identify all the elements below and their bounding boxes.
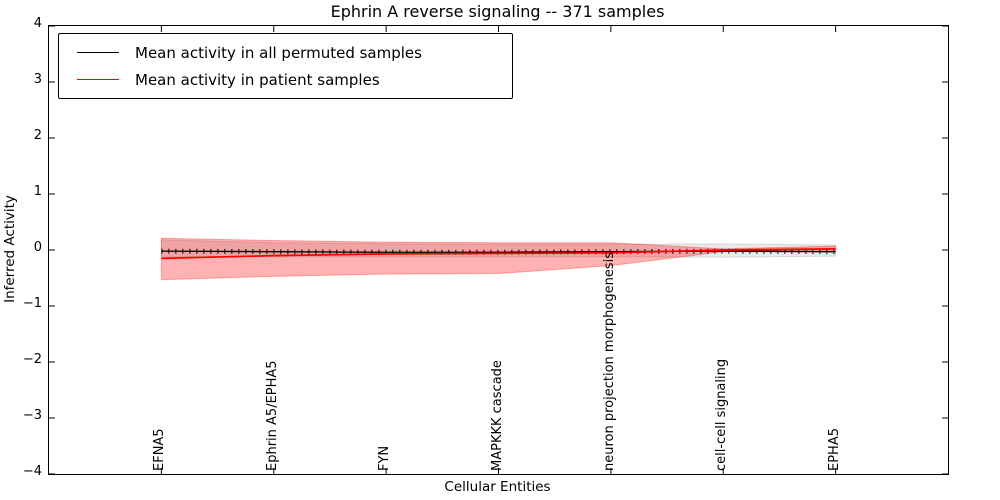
x-tick-label: EPHA5 (826, 428, 842, 471)
y-tick-label: −3 (22, 408, 42, 423)
plot-area (48, 25, 949, 475)
x-tick-label: FYN (377, 445, 393, 471)
permuted-mean-markers (161, 248, 836, 255)
legend-item: Mean activity in patient samples (69, 66, 502, 93)
chart-title: Ephrin A reverse signaling -- 371 sample… (330, 2, 665, 21)
x-tick-label: neuron projection morphogenesis (601, 252, 617, 471)
y-tick-label: 3 (33, 72, 42, 87)
patient-line-sample-icon (77, 79, 119, 80)
y-tick-label: −1 (22, 296, 42, 311)
legend-label: Mean activity in all permuted samples (135, 43, 422, 62)
permuted-line-sample-icon (77, 52, 119, 53)
y-tick-label: 4 (33, 16, 42, 31)
x-tick-label: MAPKKK cascade (489, 360, 505, 471)
x-tick-label: Ephrin A5/EPHA5 (264, 360, 280, 471)
legend-label: Mean activity in patient samples (135, 70, 380, 89)
legend-box: Mean activity in all permuted samples Mea… (58, 33, 513, 99)
y-tick-label: 2 (33, 128, 42, 143)
y-tick-label: 0 (33, 240, 42, 255)
x-axis-label: Cellular Entities (444, 479, 551, 495)
legend-item: Mean activity in all permuted samples (69, 39, 502, 66)
patient-mean-line (161, 248, 836, 260)
plot-canvas (49, 26, 948, 474)
y-tick-label: −4 (22, 464, 42, 479)
x-tick-label: EFNA5 (152, 428, 168, 471)
y-tick-label: −2 (22, 352, 42, 367)
x-tick-label: cell-cell signaling (714, 358, 730, 471)
y-tick-label: 1 (33, 184, 42, 199)
